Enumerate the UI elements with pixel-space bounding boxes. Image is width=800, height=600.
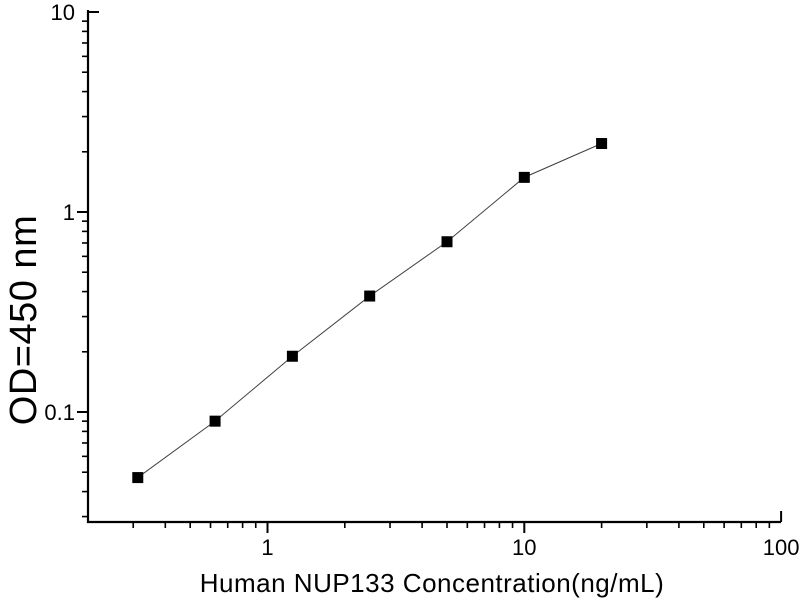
x-tick-label: 1: [261, 535, 273, 560]
axis-ticks: [77, 11, 783, 533]
y-tick-label: 1: [63, 200, 75, 225]
data-point-marker: [286, 350, 298, 362]
data-point-marker: [518, 171, 530, 183]
axis-lines: [86, 10, 781, 524]
y-axis-title: OD=450 nm: [3, 215, 45, 425]
plot-axes: [86, 10, 781, 524]
y-tick-label: 0.1: [44, 400, 75, 425]
y-tick-label: 10: [51, 0, 75, 25]
axis-tick-labels: 1 10 100 0.1 1 10: [44, 0, 799, 560]
x-tick-label: 100: [763, 535, 800, 560]
series-line: [137, 143, 602, 478]
x-tick-label: 10: [512, 535, 536, 560]
data-point-marker: [132, 472, 144, 484]
data-series: [132, 138, 608, 484]
data-point-marker: [364, 290, 376, 302]
x-axis-title: Human NUP133 Concentration(ng/mL): [200, 568, 665, 598]
data-point-marker: [441, 236, 453, 248]
data-point-marker: [596, 138, 608, 150]
data-point-marker: [209, 415, 221, 427]
